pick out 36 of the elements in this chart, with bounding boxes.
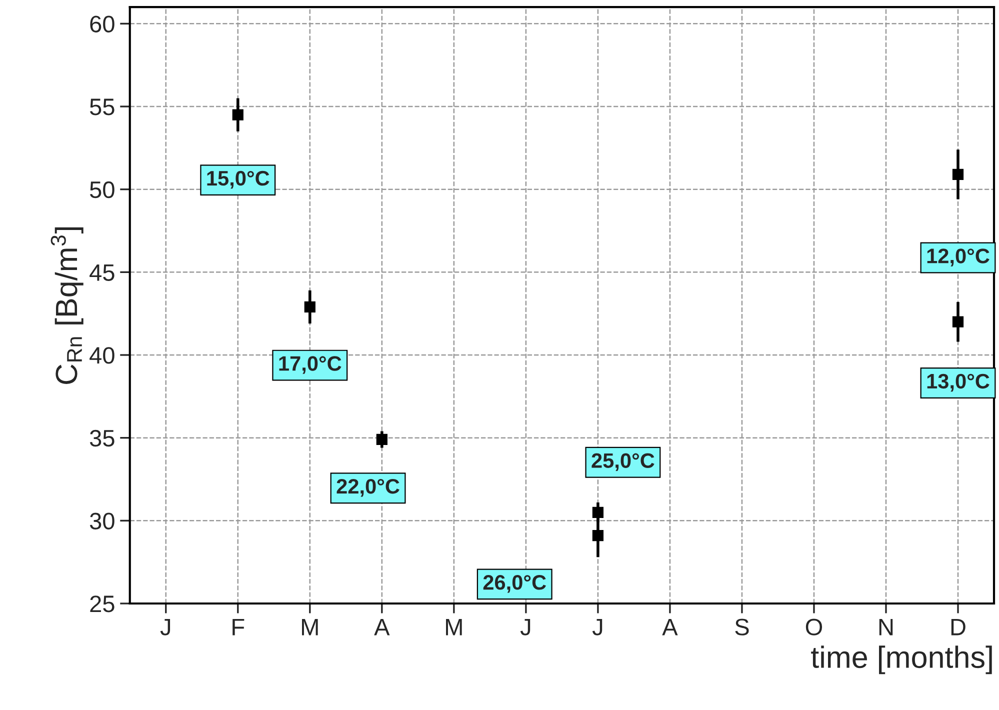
x-tick-label: A <box>374 618 390 636</box>
x-tick-label: F <box>232 618 244 636</box>
annotation: 25,0°C <box>592 453 654 471</box>
x-tick-label: A <box>662 618 678 636</box>
point <box>232 109 244 120</box>
x-tick-label: O <box>806 618 822 636</box>
y-tick-label: 40 <box>90 347 114 364</box>
x-tick-label: J <box>160 618 170 636</box>
x-tick-label: M <box>302 618 318 636</box>
y-tick-label: 30 <box>90 512 114 530</box>
point <box>376 434 388 446</box>
point <box>592 530 604 542</box>
x-tick-label: J <box>520 618 530 636</box>
x-tick-label: M <box>446 618 462 636</box>
x-tick-label: N <box>879 618 893 636</box>
point <box>592 506 604 518</box>
point <box>304 301 316 313</box>
annotation: 26,0°C <box>483 575 546 593</box>
point <box>952 168 964 180</box>
y-tick-label: 50 <box>90 181 114 198</box>
annotation: 13,0°C <box>927 374 990 392</box>
annotation: 15,0°C <box>207 170 270 189</box>
annotation: 12,0°C <box>927 248 990 266</box>
x-tick-label: S <box>735 618 749 636</box>
y-tick-label: 25 <box>90 596 114 612</box>
x-axis-title: time [months] <box>811 646 992 674</box>
y-tick-label: 55 <box>90 98 114 116</box>
y-axis-title: C$_{Rn}$ [Bq/m$^{3}$] <box>50 227 84 384</box>
x-tick-label: D <box>951 618 966 636</box>
x-tick-label: J <box>592 618 602 636</box>
y-tick-label: 60 <box>90 16 114 32</box>
y-tick-label: 45 <box>90 264 114 281</box>
point <box>952 316 964 328</box>
annotation: 22,0°C <box>336 478 400 497</box>
y-tick-label: 35 <box>90 430 114 447</box>
annotation: 17,0°C <box>279 356 342 374</box>
